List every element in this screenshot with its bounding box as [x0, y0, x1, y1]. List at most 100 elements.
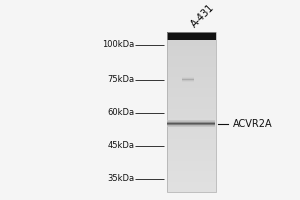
Bar — [167, 116, 216, 118]
Bar — [167, 107, 216, 109]
Bar — [167, 76, 216, 78]
Bar — [167, 79, 216, 81]
Bar — [167, 81, 216, 83]
Bar — [167, 44, 216, 46]
Text: ACVR2A: ACVR2A — [232, 119, 272, 129]
Bar — [167, 174, 216, 176]
Bar — [167, 103, 216, 105]
Bar — [167, 119, 216, 121]
Bar — [167, 120, 215, 121]
Bar — [167, 60, 216, 62]
Bar — [167, 35, 216, 37]
Bar — [167, 75, 216, 77]
Bar — [182, 79, 194, 80]
Text: 45kDa: 45kDa — [107, 141, 134, 150]
Bar — [167, 95, 216, 97]
Bar — [167, 86, 216, 88]
Bar — [167, 124, 215, 125]
Bar — [167, 105, 216, 107]
Bar — [167, 131, 216, 133]
Bar — [167, 137, 216, 139]
Bar — [167, 89, 216, 91]
Bar — [167, 54, 216, 56]
Bar — [167, 59, 216, 61]
Bar — [167, 132, 216, 134]
Bar — [167, 122, 215, 123]
Bar — [167, 143, 216, 145]
Bar — [167, 183, 216, 185]
Bar — [182, 77, 194, 78]
Bar — [167, 179, 216, 181]
Bar — [167, 40, 216, 41]
Bar — [182, 78, 194, 79]
Bar — [167, 129, 216, 131]
Bar — [167, 169, 216, 171]
Bar — [167, 67, 216, 69]
Bar — [167, 94, 216, 96]
Text: A-431: A-431 — [190, 2, 217, 29]
Bar — [167, 153, 216, 155]
Bar — [167, 142, 216, 144]
Bar — [167, 155, 216, 157]
Bar — [167, 161, 216, 163]
Bar — [182, 81, 194, 82]
Bar — [167, 177, 216, 179]
Bar — [167, 150, 216, 152]
Bar — [167, 164, 216, 166]
Bar — [167, 65, 216, 67]
Bar — [182, 80, 194, 81]
Bar — [167, 38, 216, 40]
Text: 60kDa: 60kDa — [107, 108, 134, 117]
Text: 100kDa: 100kDa — [102, 40, 134, 49]
Bar — [167, 151, 216, 153]
Bar — [167, 52, 216, 54]
Bar — [167, 63, 216, 65]
Bar — [167, 92, 216, 94]
Bar — [167, 134, 216, 136]
Bar — [167, 123, 215, 124]
Bar — [182, 81, 194, 82]
Bar — [167, 147, 216, 149]
Bar — [167, 122, 215, 123]
Bar — [167, 32, 216, 192]
Bar — [167, 36, 216, 38]
Bar — [167, 159, 216, 161]
Bar — [167, 41, 216, 43]
Text: 35kDa: 35kDa — [107, 174, 134, 183]
Bar — [167, 188, 216, 190]
Bar — [167, 166, 216, 168]
Bar — [167, 167, 216, 169]
Bar — [167, 123, 215, 124]
Bar — [167, 139, 216, 141]
Bar — [167, 100, 216, 102]
Bar — [167, 185, 216, 187]
Bar — [167, 99, 216, 101]
Bar — [167, 51, 216, 53]
Bar — [167, 32, 216, 40]
Bar — [167, 118, 216, 120]
Bar — [167, 175, 216, 177]
Bar — [167, 126, 216, 128]
Bar — [167, 115, 216, 117]
Bar — [167, 71, 216, 73]
Bar — [167, 32, 216, 33]
Bar — [167, 87, 216, 89]
Bar — [167, 33, 216, 35]
Bar — [167, 62, 216, 64]
Bar — [167, 43, 216, 45]
Bar — [167, 113, 216, 115]
Bar — [167, 121, 216, 123]
Bar — [167, 156, 216, 158]
Bar — [167, 182, 216, 184]
Bar — [167, 73, 216, 75]
Bar — [167, 158, 216, 160]
Bar — [167, 68, 216, 70]
Bar — [167, 48, 216, 49]
Bar — [182, 77, 194, 78]
Bar — [167, 57, 216, 59]
Bar — [167, 125, 215, 126]
Bar — [167, 46, 216, 48]
Bar — [167, 120, 215, 121]
Bar — [167, 140, 216, 142]
Bar — [167, 145, 216, 147]
